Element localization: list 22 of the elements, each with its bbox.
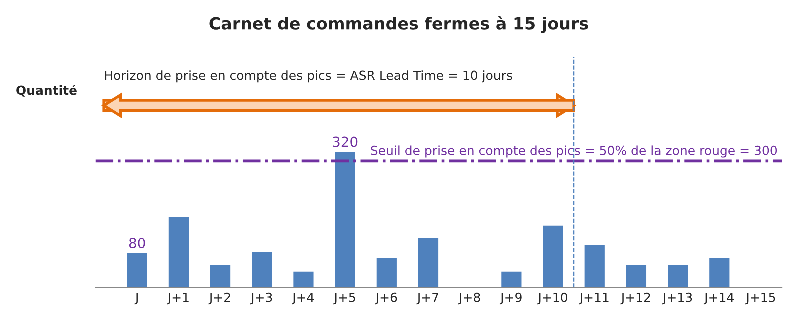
x-tick-label: J+5 (334, 293, 356, 305)
x-tick-label: J+11 (579, 293, 609, 305)
x-tick-label: J+14 (704, 293, 734, 305)
data-label: 80 (129, 238, 146, 249)
x-tick-label: J+1 (167, 293, 189, 305)
chart-title: Carnet de commandes fermes à 15 jours (210, 16, 588, 34)
ref-line-label: Seuil de prise en compte des pics = 50% de la zone rouge = 300 (371, 146, 778, 158)
x-tick-label: J+9 (500, 292, 522, 305)
x-tick-label: J (134, 293, 138, 305)
x-tick-label: J+12 (620, 292, 650, 305)
y-axis-title: Quantité (16, 85, 77, 97)
x-tick-label: J+13 (662, 292, 692, 305)
data-label: 320 (333, 136, 358, 148)
text: Horizon de prise en compte des pics = ASR Lead Time = 10 jours (105, 70, 512, 83)
x-tick-label: J+3 (250, 292, 272, 305)
x-tick-label: J+4 (292, 293, 314, 305)
x-tick-label: J+15 (746, 293, 776, 305)
x-tick-label: J+2 (208, 292, 230, 305)
x-tick-label: J+7 (416, 293, 438, 305)
x-tick-label: J+8 (458, 292, 480, 305)
x-tick-label: J+10 (538, 292, 568, 305)
x-tick-label: J+6 (375, 292, 398, 305)
